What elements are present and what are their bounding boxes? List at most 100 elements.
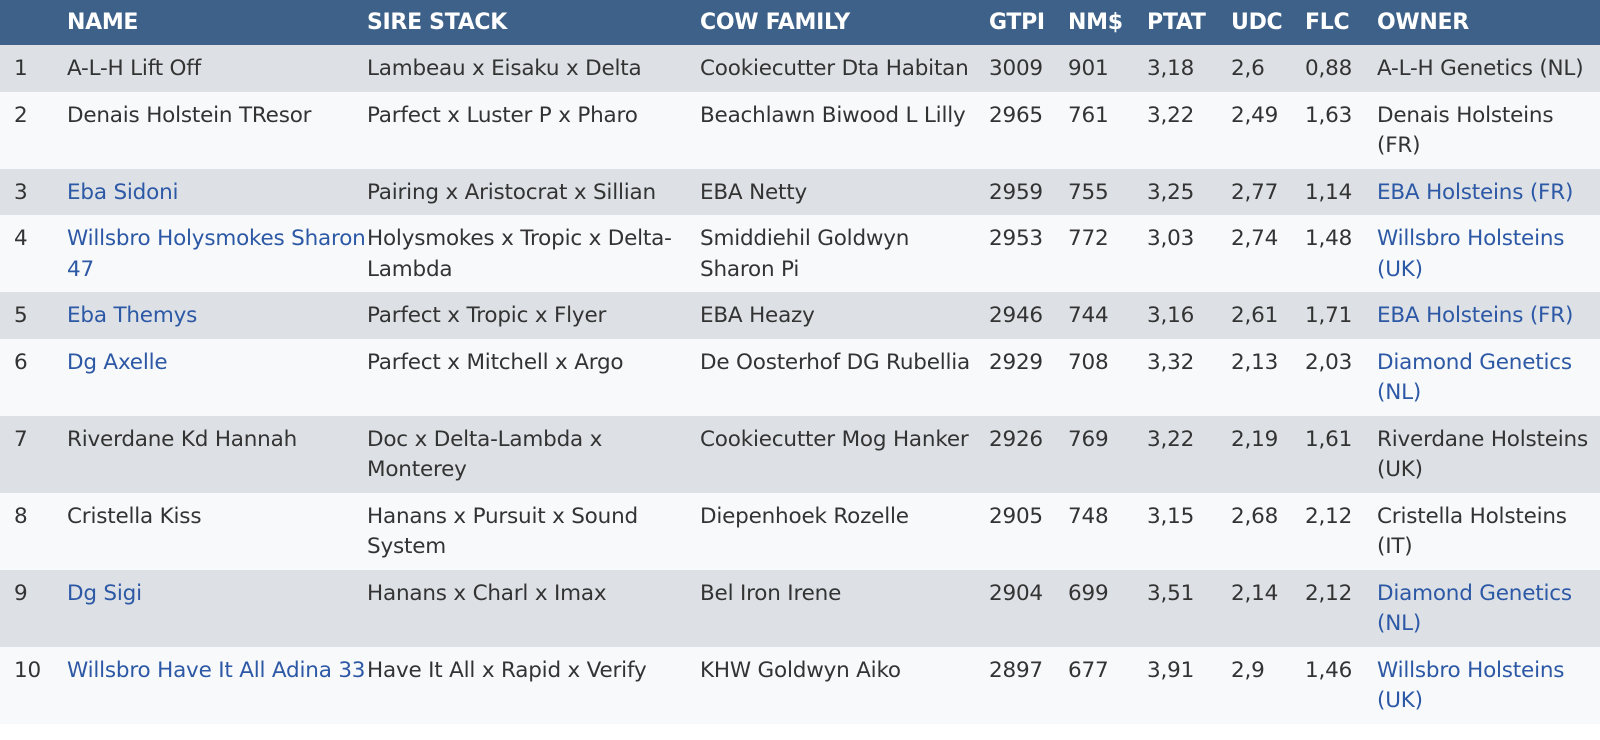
rank-cell: 4 xyxy=(0,215,67,292)
flc-cell: 1,63 xyxy=(1305,92,1377,169)
cow-family-text: Cookiecutter Dta Habitan xyxy=(700,56,969,81)
cow-name-link[interactable]: Eba Themys xyxy=(67,303,198,328)
owner-text: Denais Holsteins (FR) xyxy=(1377,102,1554,159)
rank-cell: 10 xyxy=(0,647,67,724)
flc-text: 2,12 xyxy=(1305,580,1353,606)
cow-name-text: A-L-H Lift Off xyxy=(67,56,202,81)
owner-link[interactable]: EBA Holsteins (FR) xyxy=(1377,179,1574,205)
flc-cell: 1,61 xyxy=(1305,416,1377,493)
cow-name-cell: A-L-H Lift Off xyxy=(67,45,367,92)
udc-text: 2,6 xyxy=(1231,56,1265,81)
header-owner: OWNER xyxy=(1377,10,1469,35)
gtpi-text: 2959 xyxy=(989,179,1043,205)
ptat-text: 3,03 xyxy=(1147,226,1195,251)
table-row: 2 Denais Holstein TResor Parfect x Luster … xyxy=(0,91,1600,169)
owner-link[interactable]: Diamond Genetics (NL) xyxy=(1377,580,1572,637)
udc-text: 2,68 xyxy=(1231,503,1279,529)
ptat-text: 3,25 xyxy=(1147,179,1195,205)
nm-dollar-cell: 744 xyxy=(1068,292,1147,339)
owner-link[interactable]: Diamond Genetics (NL) xyxy=(1377,349,1572,406)
sire-stack-text: Parfect x Mitchell x Argo xyxy=(367,349,624,375)
udc-cell: 2,74 xyxy=(1231,215,1305,292)
udc-cell: 2,49 xyxy=(1231,92,1305,169)
cow-family-cell: EBA Netty xyxy=(700,169,989,216)
sire-stack-cell: Parfect x Tropic x Flyer xyxy=(367,292,700,339)
header-rank xyxy=(0,0,67,45)
owner-cell: Riverdane Holsteins (UK) xyxy=(1377,416,1600,493)
udc-text: 2,9 xyxy=(1231,657,1265,683)
rank-text: 10 xyxy=(14,657,41,683)
nm-dollar-text: 769 xyxy=(1068,426,1109,452)
cow-family-text: Cookiecutter Mog Hanker xyxy=(700,426,969,452)
ptat-text: 3,18 xyxy=(1147,56,1195,81)
owner-link[interactable]: Willsbro Holsteins (UK) xyxy=(1377,657,1565,714)
owner-cell: Diamond Genetics (NL) xyxy=(1377,339,1600,416)
owner-link[interactable]: EBA Holsteins (FR) xyxy=(1377,303,1574,328)
gtpi-text: 2897 xyxy=(989,657,1043,683)
ptat-cell: 3,15 xyxy=(1147,493,1231,570)
ptat-cell: 3,91 xyxy=(1147,647,1231,724)
sire-stack-text: Pairing x Aristocrat x Sillian xyxy=(367,179,656,205)
rank-text: 2 xyxy=(14,102,28,128)
header-nm: NM$ xyxy=(1068,10,1123,35)
udc-cell: 2,13 xyxy=(1231,339,1305,416)
owner-cell: EBA Holsteins (FR) xyxy=(1377,169,1600,216)
cow-family-text: EBA Heazy xyxy=(700,303,815,328)
cow-name-link[interactable]: Eba Sidoni xyxy=(67,179,179,205)
flc-text: 1,46 xyxy=(1305,657,1353,683)
cow-name-cell: Dg Axelle xyxy=(67,339,367,416)
cow-family-cell: Cookiecutter Mog Hanker xyxy=(700,416,989,493)
udc-text: 2,19 xyxy=(1231,426,1279,452)
cow-name-link[interactable]: Dg Axelle xyxy=(67,349,168,375)
ptat-cell: 3,18 xyxy=(1147,45,1231,92)
udc-text: 2,77 xyxy=(1231,179,1279,205)
table-row: 10 Willsbro Have It All Adina 33 Have It A… xyxy=(0,646,1600,724)
cow-name-link[interactable]: Willsbro Have It All Adina 33 xyxy=(67,657,366,683)
rank-cell: 6 xyxy=(0,339,67,416)
gtpi-cell: 2905 xyxy=(989,493,1068,570)
sire-stack-text: Have It All x Rapid x Verify xyxy=(367,657,647,683)
table-row: 8 Cristella Kiss Hanans x Pursuit x Sound … xyxy=(0,492,1600,570)
nm-dollar-cell: 708 xyxy=(1068,339,1147,416)
owner-link[interactable]: Willsbro Holsteins (UK) xyxy=(1377,226,1565,282)
header-ptat: PTAT xyxy=(1147,10,1206,35)
rank-cell: 1 xyxy=(0,45,67,92)
cow-name-text: Denais Holstein TResor xyxy=(67,102,312,128)
flc-cell: 1,14 xyxy=(1305,169,1377,216)
udc-cell: 2,19 xyxy=(1231,416,1305,493)
cow-family-cell: Beachlawn Biwood L Lilly xyxy=(700,92,989,169)
sire-stack-text: Lambeau x Eisaku x Delta xyxy=(367,56,642,81)
table-body: 1 A-L-H Lift Off Lambeau x Eisaku x Delta C… xyxy=(0,45,1600,724)
owner-text: Cristella Holsteins (IT) xyxy=(1377,503,1567,560)
cow-name-link[interactable]: Dg Sigi xyxy=(67,580,142,606)
gtpi-cell: 2946 xyxy=(989,292,1068,339)
cow-family-text: KHW Goldwyn Aiko xyxy=(700,657,901,683)
sire-stack-text: Parfect x Luster P x Pharo xyxy=(367,102,638,128)
udc-cell: 2,6 xyxy=(1231,45,1305,92)
ptat-cell: 3,16 xyxy=(1147,292,1231,339)
nm-dollar-text: 901 xyxy=(1068,56,1109,81)
nm-dollar-cell: 677 xyxy=(1068,647,1147,724)
gtpi-text: 2953 xyxy=(989,226,1043,251)
rank-text: 5 xyxy=(14,303,28,328)
header-sire-stack: SIRE STACK xyxy=(367,10,508,35)
gtpi-cell: 3009 xyxy=(989,45,1068,92)
sire-stack-cell: Holysmokes x Tropic x Delta-Lambda xyxy=(367,215,700,292)
flc-text: 1,71 xyxy=(1305,303,1353,328)
flc-cell: 0,88 xyxy=(1305,45,1377,92)
udc-cell: 2,61 xyxy=(1231,292,1305,339)
nm-dollar-cell: 901 xyxy=(1068,45,1147,92)
table-row: 3 Eba Sidoni Pairing x Aristocrat x Sillia… xyxy=(0,168,1600,216)
rank-text: 4 xyxy=(14,226,28,251)
nm-dollar-text: 761 xyxy=(1068,102,1109,128)
flc-text: 1,14 xyxy=(1305,179,1353,205)
cow-name-cell: Eba Sidoni xyxy=(67,169,367,216)
udc-cell: 2,68 xyxy=(1231,493,1305,570)
table-row: 9 Dg Sigi Hanans x Charl x Imax Bel Iron Ir… xyxy=(0,569,1600,647)
ptat-cell: 3,51 xyxy=(1147,570,1231,647)
flc-text: 2,03 xyxy=(1305,349,1353,375)
sire-stack-text: Hanans x Pursuit x Sound System xyxy=(367,503,638,560)
flc-cell: 1,46 xyxy=(1305,647,1377,724)
cow-family-cell: Bel Iron Irene xyxy=(700,570,989,647)
cow-name-link[interactable]: Willsbro Holysmokes Sharon 47 xyxy=(67,226,366,282)
